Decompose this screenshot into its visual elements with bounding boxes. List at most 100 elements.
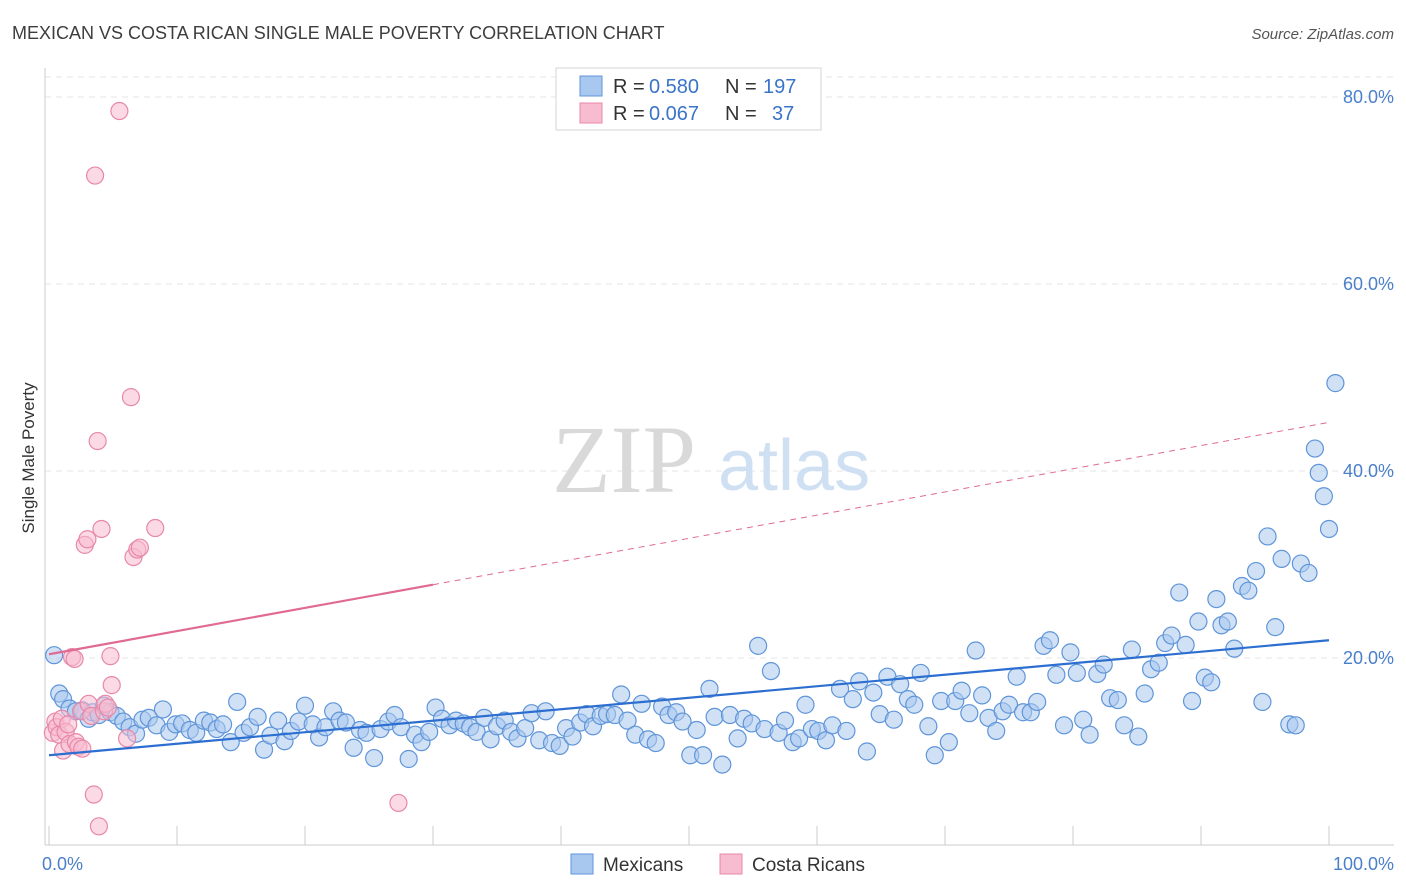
mexican-point-131 bbox=[925, 746, 944, 765]
mexican-point-135 bbox=[952, 681, 971, 700]
legend-n-label-mexicans: N = bbox=[725, 76, 757, 98]
mexican-point-54 bbox=[399, 749, 418, 769]
y-axis-label: Single Male Poverty bbox=[19, 382, 38, 534]
costarican-point-30 bbox=[117, 729, 137, 748]
mexican-point-192 bbox=[1326, 374, 1345, 393]
mexican-point-76 bbox=[550, 736, 569, 755]
mexican-point-140 bbox=[987, 721, 1006, 741]
costarican-point-20 bbox=[85, 166, 105, 185]
legend-r-value-mexicans: 0.580 bbox=[649, 76, 699, 98]
mexican-point-148 bbox=[1040, 631, 1060, 650]
costarican-point-16 bbox=[78, 530, 97, 549]
legend-n-label-costaricans: N = bbox=[725, 103, 757, 125]
mexican-point-179 bbox=[1246, 561, 1266, 581]
mexican-point-122 bbox=[864, 683, 883, 702]
mexican-point-100 bbox=[713, 755, 732, 774]
mexican-point-150 bbox=[1054, 716, 1074, 735]
mexican-point-102 bbox=[728, 729, 747, 748]
costarican-point-14 bbox=[73, 739, 92, 758]
mexican-point-169 bbox=[1182, 691, 1202, 711]
legend-swatch-costaricans bbox=[579, 102, 603, 124]
mexican-point-112 bbox=[796, 695, 815, 714]
mexican-point-172 bbox=[1202, 673, 1221, 692]
mexican-point-29 bbox=[228, 692, 247, 712]
costarican-point-21 bbox=[88, 431, 107, 451]
mexican-point-57 bbox=[420, 722, 439, 741]
mexican-point-173 bbox=[1207, 589, 1226, 609]
mexican-point-168 bbox=[1176, 635, 1195, 655]
mexican-point-162 bbox=[1135, 684, 1154, 703]
mexican-point-187 bbox=[1299, 563, 1318, 583]
legend-r-label-mexicans: R = bbox=[613, 76, 645, 98]
x-tick-label-min: 0.0% bbox=[42, 854, 83, 874]
mexican-point-189 bbox=[1309, 463, 1328, 482]
mexican-point-0 bbox=[45, 646, 64, 665]
mexican-point-128 bbox=[905, 695, 924, 714]
mexican-trend-line bbox=[48, 639, 1330, 757]
mexican-point-181 bbox=[1258, 527, 1277, 546]
mexican-point-166 bbox=[1162, 626, 1181, 645]
mexican-point-133 bbox=[939, 733, 958, 752]
mexican-point-97 bbox=[693, 746, 713, 765]
costarican-point-34 bbox=[130, 538, 149, 557]
bottom-legend-swatch-costaricans bbox=[719, 853, 743, 875]
mexican-point-125 bbox=[884, 710, 903, 729]
mexican-point-85 bbox=[612, 685, 631, 704]
mexican-point-129 bbox=[911, 663, 930, 683]
costarican-point-36 bbox=[389, 793, 408, 813]
mexican-point-138 bbox=[973, 686, 992, 705]
mexican-point-170 bbox=[1189, 612, 1208, 631]
mexican-point-142 bbox=[999, 695, 1019, 714]
mexican-point-167 bbox=[1170, 583, 1189, 602]
costarican-point-23 bbox=[92, 519, 111, 539]
costarican-point-26 bbox=[98, 698, 117, 717]
mexican-point-88 bbox=[632, 694, 651, 713]
mexican-point-161 bbox=[1129, 727, 1148, 746]
watermark-atlas: atlas bbox=[718, 426, 870, 506]
mexican-point-156 bbox=[1094, 655, 1113, 674]
mexican-point-149 bbox=[1047, 665, 1066, 684]
mexican-point-175 bbox=[1218, 612, 1237, 631]
costarican-trend-line bbox=[48, 583, 434, 656]
mexican-point-98 bbox=[700, 679, 719, 698]
mexican-point-152 bbox=[1067, 663, 1086, 683]
mexican-point-90 bbox=[646, 733, 665, 753]
mexican-point-86 bbox=[618, 711, 637, 730]
source-label: Source: ZipAtlas.com bbox=[1251, 26, 1394, 43]
mexican-point-154 bbox=[1080, 725, 1099, 744]
grid-lines bbox=[45, 76, 1394, 659]
costarican-point-35 bbox=[146, 518, 165, 538]
mexican-point-45 bbox=[336, 713, 356, 732]
mexican-point-164 bbox=[1149, 653, 1168, 672]
costarican-point-10 bbox=[65, 649, 84, 669]
mexican-point-27 bbox=[213, 715, 233, 734]
costarican-point-19 bbox=[84, 785, 103, 804]
mexican-point-49 bbox=[365, 748, 384, 768]
mexican-point-96 bbox=[687, 720, 706, 740]
mexican-point-78 bbox=[563, 727, 582, 746]
bottom-legend-swatch-mexicans bbox=[570, 853, 594, 875]
mexican-point-158 bbox=[1108, 690, 1127, 710]
mexican-point-191 bbox=[1319, 519, 1339, 539]
mexican-point-182 bbox=[1266, 618, 1285, 637]
watermark-zip: ZIP bbox=[552, 406, 696, 513]
mexican-point-159 bbox=[1115, 716, 1134, 735]
mexican-point-160 bbox=[1122, 640, 1141, 659]
mexican-point-105 bbox=[749, 636, 768, 655]
mexican-point-178 bbox=[1239, 581, 1258, 600]
mexican-point-136 bbox=[960, 704, 979, 723]
legend-swatch-mexicans bbox=[579, 75, 603, 97]
mexican-point-183 bbox=[1272, 549, 1291, 568]
costarican-trend-line-extension bbox=[432, 421, 1330, 586]
x-tick-label-max: 100.0% bbox=[1333, 854, 1394, 874]
watermark: ZIP atlas bbox=[552, 406, 870, 513]
mexican-point-146 bbox=[1028, 692, 1047, 712]
mexican-point-18 bbox=[153, 700, 173, 719]
mexican-point-121 bbox=[857, 742, 877, 761]
y-tick-label-40: 40.0% bbox=[1343, 461, 1394, 481]
mexican-point-143 bbox=[1007, 667, 1026, 686]
mexican-point-32 bbox=[248, 707, 267, 727]
mexican-point-39 bbox=[295, 696, 315, 715]
legend-n-value-costaricans: 37 bbox=[772, 103, 794, 125]
